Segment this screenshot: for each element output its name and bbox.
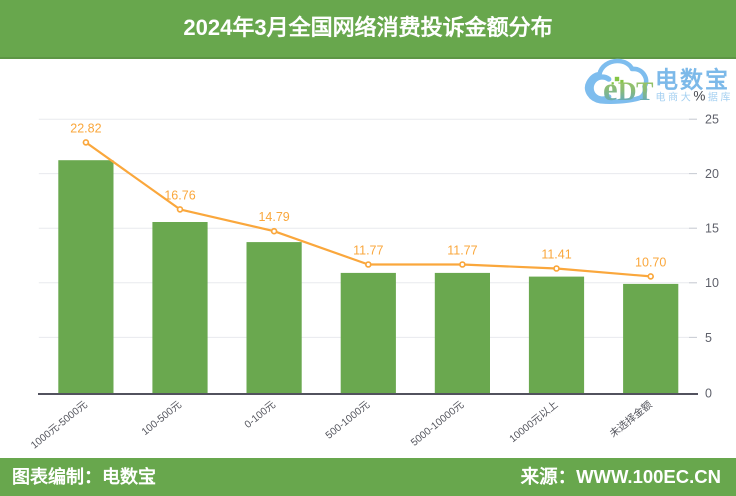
svg-text:电数宝: 电数宝 <box>655 67 730 93</box>
svg-text:0: 0 <box>705 387 712 401</box>
svg-text:16.76: 16.76 <box>164 188 195 202</box>
svg-text:14.79: 14.79 <box>258 210 289 224</box>
svg-text:15: 15 <box>705 222 719 236</box>
svg-text:5: 5 <box>705 331 712 345</box>
svg-text:10: 10 <box>705 276 719 290</box>
svg-text:10.70: 10.70 <box>635 255 666 269</box>
svg-text:20: 20 <box>705 167 719 181</box>
svg-text:0-100元: 0-100元 <box>243 399 278 430</box>
svg-text:5000-10000元: 5000-10000元 <box>409 399 466 448</box>
svg-text:500-1000元: 500-1000元 <box>324 399 372 441</box>
svg-text:25: 25 <box>705 113 719 127</box>
svg-text:100-500元: 100-500元 <box>140 399 184 437</box>
svg-text:e: e <box>603 72 618 108</box>
svg-text:11.77: 11.77 <box>447 244 477 258</box>
svg-text:22.82: 22.82 <box>70 121 101 135</box>
svg-text:11.41: 11.41 <box>541 248 571 262</box>
svg-text:1000元-5000元: 1000元-5000元 <box>29 399 90 451</box>
svg-text:11.77: 11.77 <box>353 244 383 258</box>
svg-text:DT: DT <box>618 77 653 106</box>
svg-text:10000元以上: 10000元以上 <box>507 399 560 445</box>
svg-text:电商大%据库: 电商大%据库 <box>656 89 734 104</box>
svg-text:未选择金额: 未选择金额 <box>607 398 655 440</box>
